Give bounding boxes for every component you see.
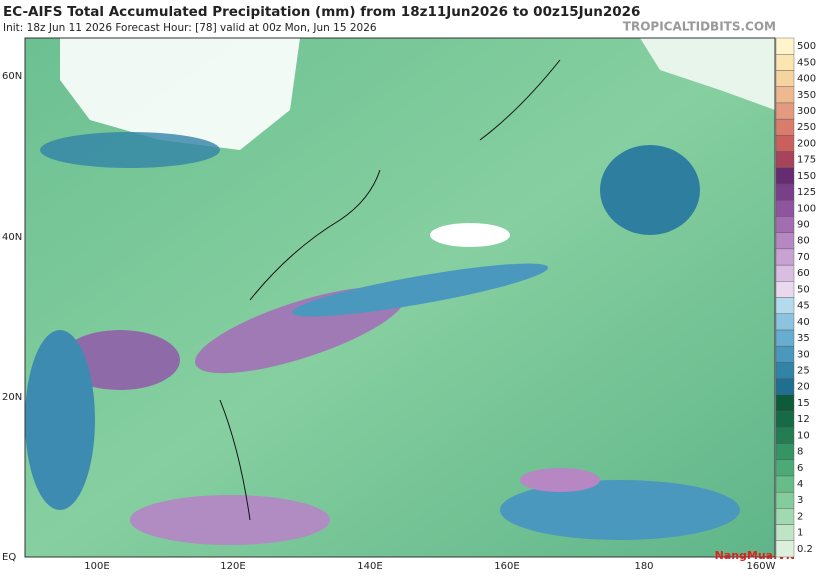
lat-label: 40N bbox=[2, 232, 22, 243]
colorbar-cell bbox=[775, 183, 795, 201]
colorbar-label: 30 bbox=[797, 349, 810, 360]
colorbar-cell bbox=[775, 54, 795, 71]
colorbar-cell bbox=[775, 118, 795, 136]
lon-label: 140E bbox=[357, 561, 382, 572]
colorbar-cell bbox=[775, 394, 795, 412]
colorbar-cell bbox=[775, 443, 795, 460]
colorbar-cell bbox=[775, 86, 795, 104]
colorbar-label: 15 bbox=[797, 398, 810, 409]
colorbar-cell bbox=[775, 248, 795, 266]
colorbar-label: 250 bbox=[797, 122, 816, 133]
colorbar-cell bbox=[775, 199, 795, 217]
colorbar-label: 2 bbox=[797, 511, 803, 522]
lat-label: EQ bbox=[2, 552, 16, 563]
colorbar-cell bbox=[775, 167, 795, 185]
colorbar-label: 3 bbox=[797, 495, 803, 506]
colorbar-label: 400 bbox=[797, 74, 816, 85]
colorbar-label: 45 bbox=[797, 301, 810, 312]
colorbar-label: 50 bbox=[797, 284, 810, 295]
colorbar-cell bbox=[775, 102, 795, 120]
colorbar-cell bbox=[775, 508, 795, 525]
colorbar-cell bbox=[775, 281, 795, 298]
colorbar-label: 10 bbox=[797, 430, 810, 441]
colorbar-cell bbox=[775, 70, 795, 87]
colorbar-cell bbox=[775, 378, 795, 396]
colorbar-label: 0.2 bbox=[797, 544, 813, 555]
colorbar-label: 90 bbox=[797, 220, 810, 231]
colorbar-cell bbox=[775, 264, 795, 282]
colorbar-cell bbox=[775, 313, 795, 331]
colorbar-cell bbox=[775, 491, 795, 509]
lon-label: 100E bbox=[84, 561, 109, 572]
colorbar-label: 450 bbox=[797, 57, 816, 68]
colorbar-label: 350 bbox=[797, 90, 816, 101]
colorbar: 0.21234681012152025303540455060708090100… bbox=[775, 37, 816, 558]
lat-label: 20N bbox=[2, 392, 22, 403]
colorbar-cell bbox=[775, 410, 795, 428]
colorbar-label: 20 bbox=[797, 382, 810, 393]
watermark: NangMua.VN bbox=[715, 549, 795, 562]
colorbar-cell bbox=[775, 362, 795, 379]
colorbar-cell bbox=[775, 297, 795, 314]
colorbar-label: 175 bbox=[797, 155, 816, 166]
colorbar-label: 200 bbox=[797, 138, 816, 149]
title: EC-AIFS Total Accumulated Precipitation … bbox=[3, 4, 640, 20]
colorbar-cell bbox=[775, 540, 795, 558]
colorbar-label: 40 bbox=[797, 317, 810, 328]
colorbar-label: 100 bbox=[797, 203, 816, 214]
colorbar-cell bbox=[775, 151, 795, 168]
colorbar-cell bbox=[775, 524, 795, 541]
lat-label: 60N bbox=[2, 71, 22, 82]
colorbar-label: 1 bbox=[797, 528, 803, 539]
colorbar-label: 300 bbox=[797, 106, 816, 117]
colorbar-cell bbox=[775, 216, 795, 233]
colorbar-cell bbox=[775, 37, 795, 55]
subtitle: Init: 18z Jun 11 2026 Forecast Hour: [78… bbox=[3, 22, 377, 34]
colorbar-label: 35 bbox=[797, 333, 810, 344]
colorbar-label: 8 bbox=[797, 447, 803, 458]
colorbar-cell bbox=[775, 459, 795, 477]
colorbar-label: 4 bbox=[797, 479, 803, 490]
colorbar-cell bbox=[775, 232, 795, 250]
map bbox=[24, 37, 776, 558]
site: TROPICALTIDBITS.COM bbox=[623, 20, 776, 34]
colorbar-label: 125 bbox=[797, 187, 816, 198]
colorbar-cell bbox=[775, 329, 795, 347]
lon-label: 180 bbox=[634, 561, 653, 572]
colorbar-label: 12 bbox=[797, 414, 810, 425]
colorbar-label: 80 bbox=[797, 236, 810, 247]
colorbar-label: 70 bbox=[797, 252, 810, 263]
colorbar-label: 500 bbox=[797, 41, 816, 52]
colorbar-cell bbox=[775, 427, 795, 444]
colorbar-cell bbox=[775, 475, 795, 493]
colorbar-label: 25 bbox=[797, 365, 810, 376]
colorbar-label: 60 bbox=[797, 268, 810, 279]
colorbar-label: 150 bbox=[797, 171, 816, 182]
colorbar-label: 6 bbox=[797, 463, 803, 474]
colorbar-cell bbox=[775, 345, 795, 363]
colorbar-cell bbox=[775, 135, 795, 152]
lon-label: 160W bbox=[747, 561, 776, 572]
lon-label: 120E bbox=[220, 561, 245, 572]
lon-label: 160E bbox=[494, 561, 519, 572]
